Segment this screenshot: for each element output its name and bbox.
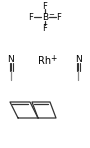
Text: F: F [29, 12, 33, 21]
Text: F: F [43, 24, 47, 33]
Text: +: + [50, 53, 57, 62]
Text: F: F [57, 12, 61, 21]
Text: Rh: Rh [38, 56, 52, 66]
Text: −: − [48, 12, 54, 17]
Text: B: B [42, 12, 48, 21]
Text: N: N [75, 54, 81, 63]
Text: N: N [8, 54, 14, 63]
Text: F: F [43, 1, 47, 11]
